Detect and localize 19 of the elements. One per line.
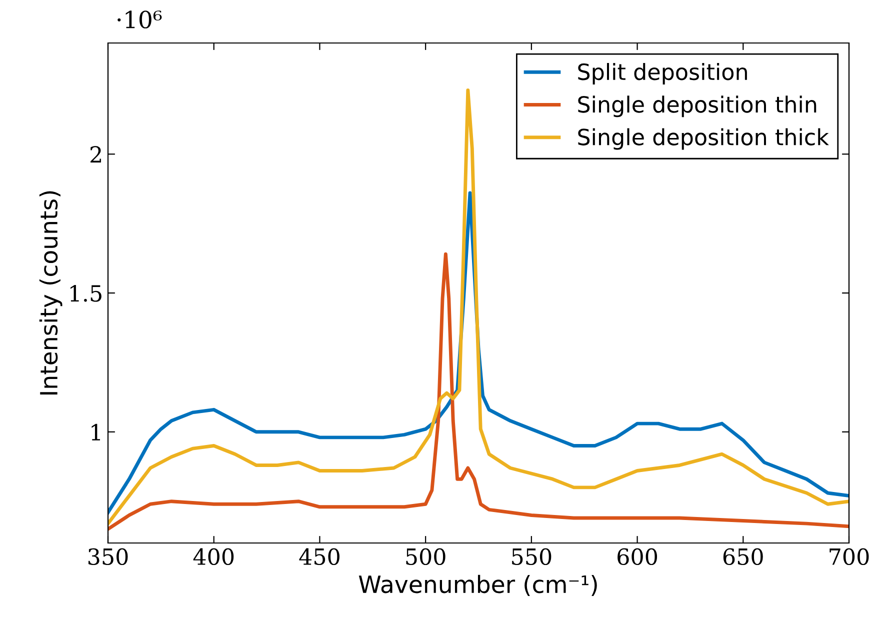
y-tick-label: 2 <box>90 146 101 163</box>
x-tick-label: 400 <box>193 548 234 566</box>
line-series <box>108 252 849 531</box>
x-tick-label: 500 <box>406 548 446 566</box>
legend-label: Split deposition <box>578 63 747 85</box>
text: ·10⁶ <box>118 10 162 28</box>
legend-label: Single deposition thick <box>578 128 829 150</box>
y-tick-label: 1 <box>92 424 100 440</box>
x-tick-label: 350 <box>88 548 128 566</box>
x-tick-label: 700 <box>830 548 869 566</box>
x-axis-title: Wavenumber (cm⁻¹) <box>358 574 597 596</box>
x-tick-label: 650 <box>723 548 763 566</box>
x-tick-label: 550 <box>512 548 552 566</box>
line-series <box>108 88 849 526</box>
y-tick-label: 1.5 <box>70 284 102 302</box>
legend-label: Single deposition thin <box>578 96 816 118</box>
x-tick-label: 600 <box>618 548 658 566</box>
y-axis-title: Intensity (counts) <box>39 191 62 394</box>
x-tick-label: 450 <box>299 548 340 566</box>
